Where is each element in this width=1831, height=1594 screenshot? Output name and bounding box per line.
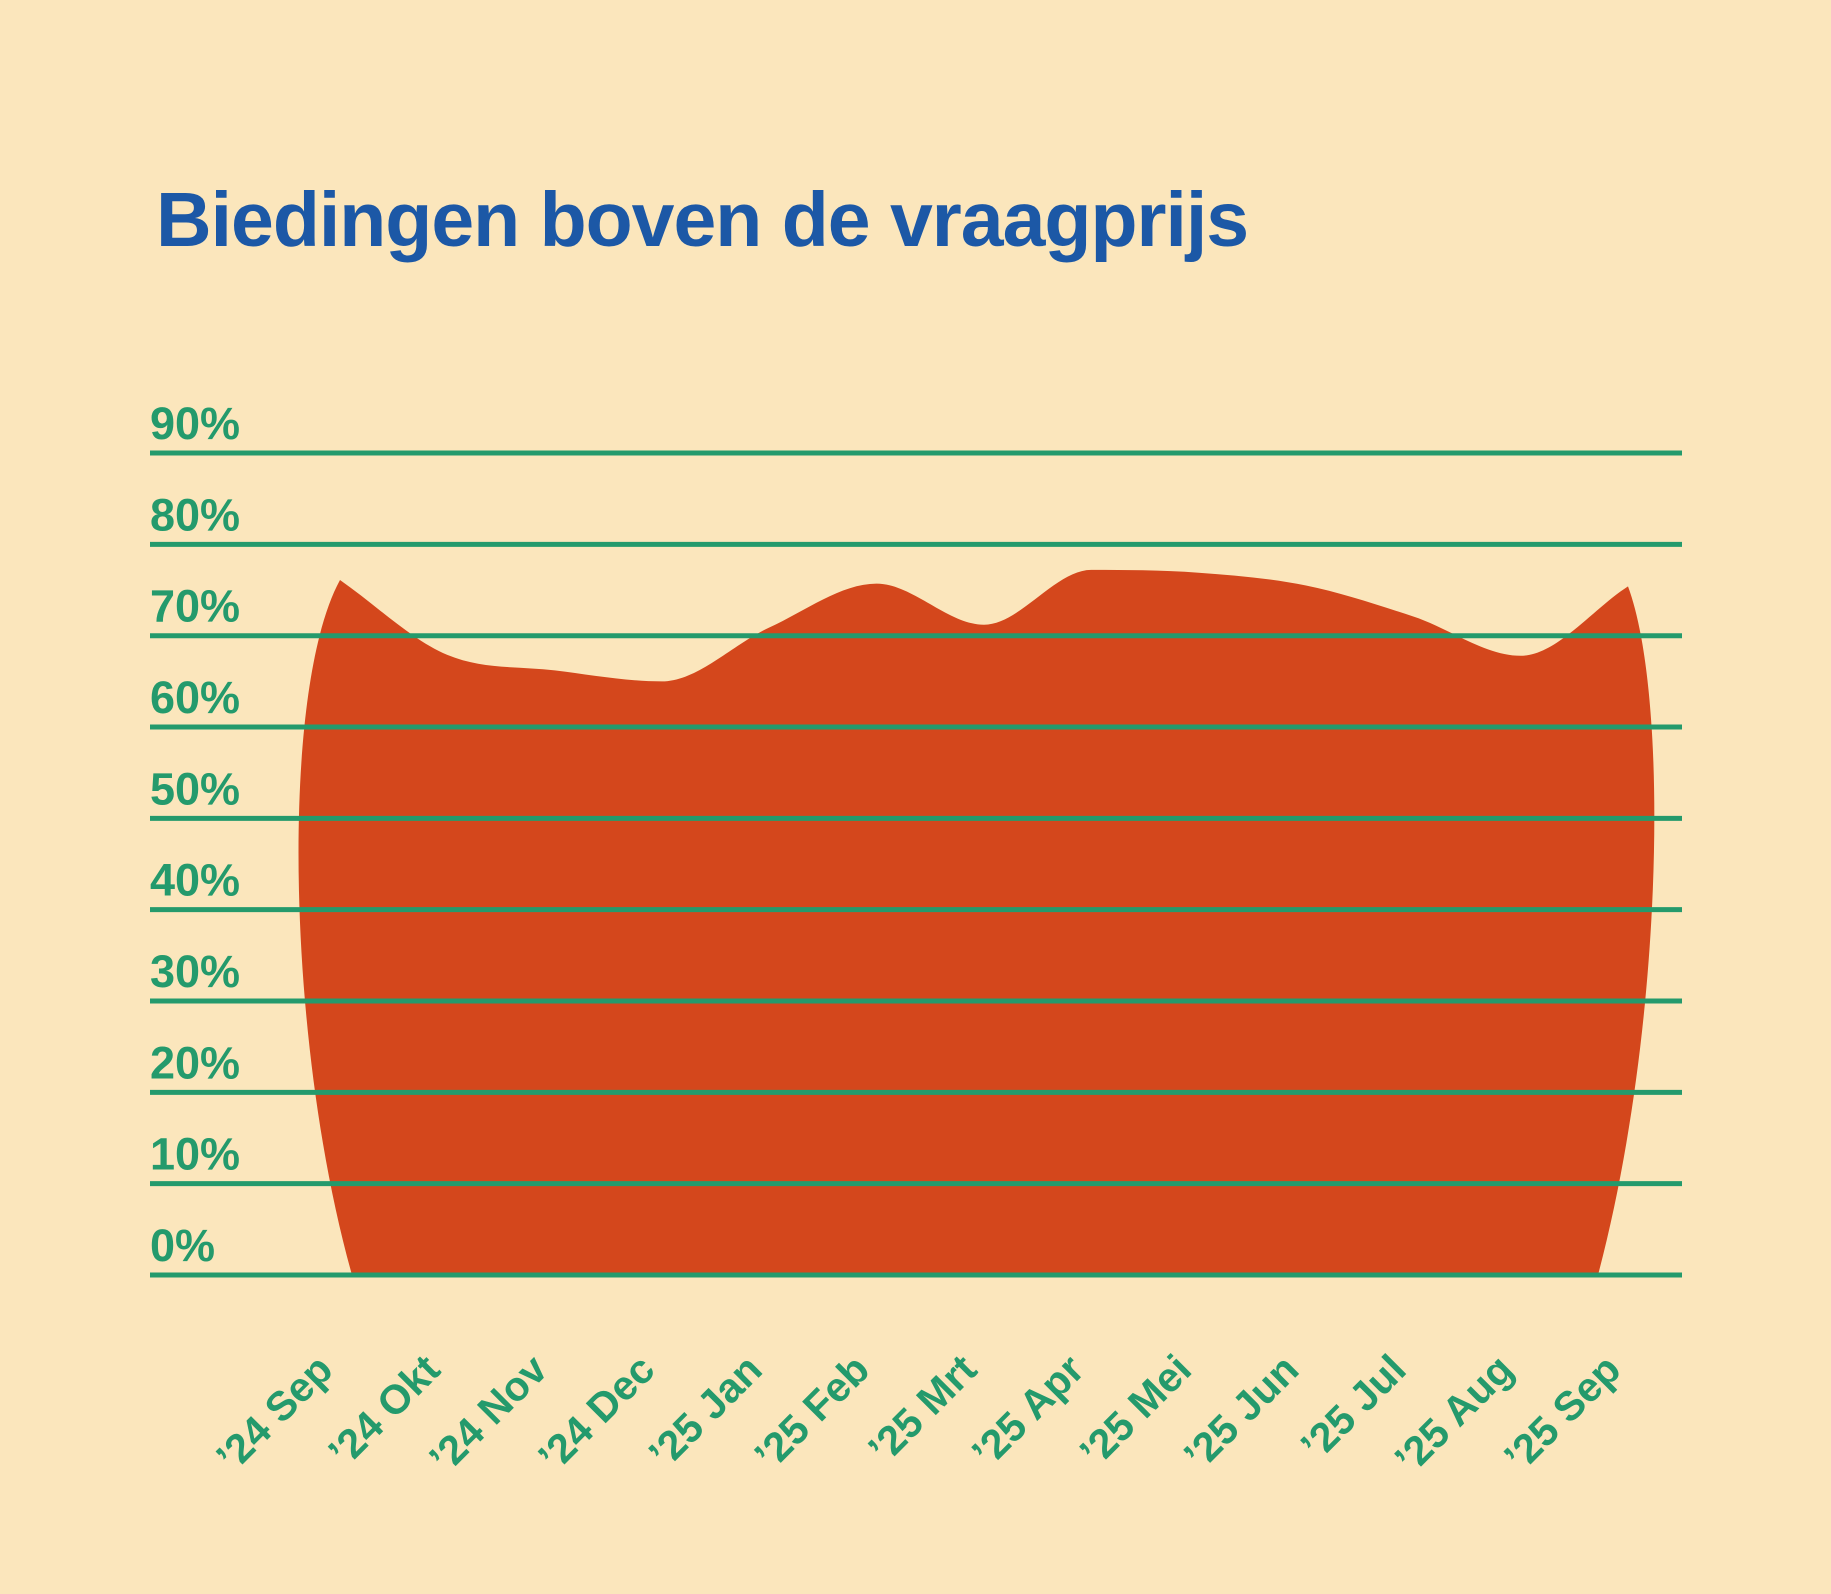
x-axis-label: ’25 Jan	[640, 1346, 771, 1477]
y-axis-tick-label: 50%	[150, 763, 240, 814]
x-axis-label: ’25 Feb	[746, 1346, 878, 1478]
y-axis-tick-label: 10%	[150, 1129, 240, 1180]
y-axis-tick-label: 80%	[150, 489, 240, 540]
x-axis-label: ’25 Jun	[1175, 1346, 1307, 1478]
y-axis-tick-label: 0%	[150, 1220, 215, 1271]
chart-title: Biedingen boven de vraagprijs	[156, 177, 1249, 263]
x-axis-label: ’24 Sep	[207, 1346, 341, 1480]
x-axis-label: ’24 Dec	[529, 1346, 663, 1480]
x-axis-label: ’25 Aug	[1386, 1346, 1522, 1482]
y-axis-tick-label: 20%	[150, 1037, 240, 1088]
y-axis-tick-label: 90%	[150, 398, 240, 449]
x-axis-label: ’25 Mei	[1071, 1346, 1200, 1475]
y-axis-tick-label: 70%	[150, 581, 240, 632]
x-axis-label: ’25 Mrt	[859, 1346, 985, 1472]
y-axis-tick-label: 30%	[150, 946, 240, 997]
x-axis-label: ’24 Nov	[420, 1346, 556, 1482]
x-axis-label: ’25 Sep	[1495, 1346, 1629, 1480]
x-axis-label: ’25 Apr	[963, 1346, 1093, 1476]
y-axis-tick-label: 40%	[150, 855, 240, 906]
y-axis-tick-label: 60%	[150, 672, 240, 723]
area-series	[298, 569, 1655, 1275]
